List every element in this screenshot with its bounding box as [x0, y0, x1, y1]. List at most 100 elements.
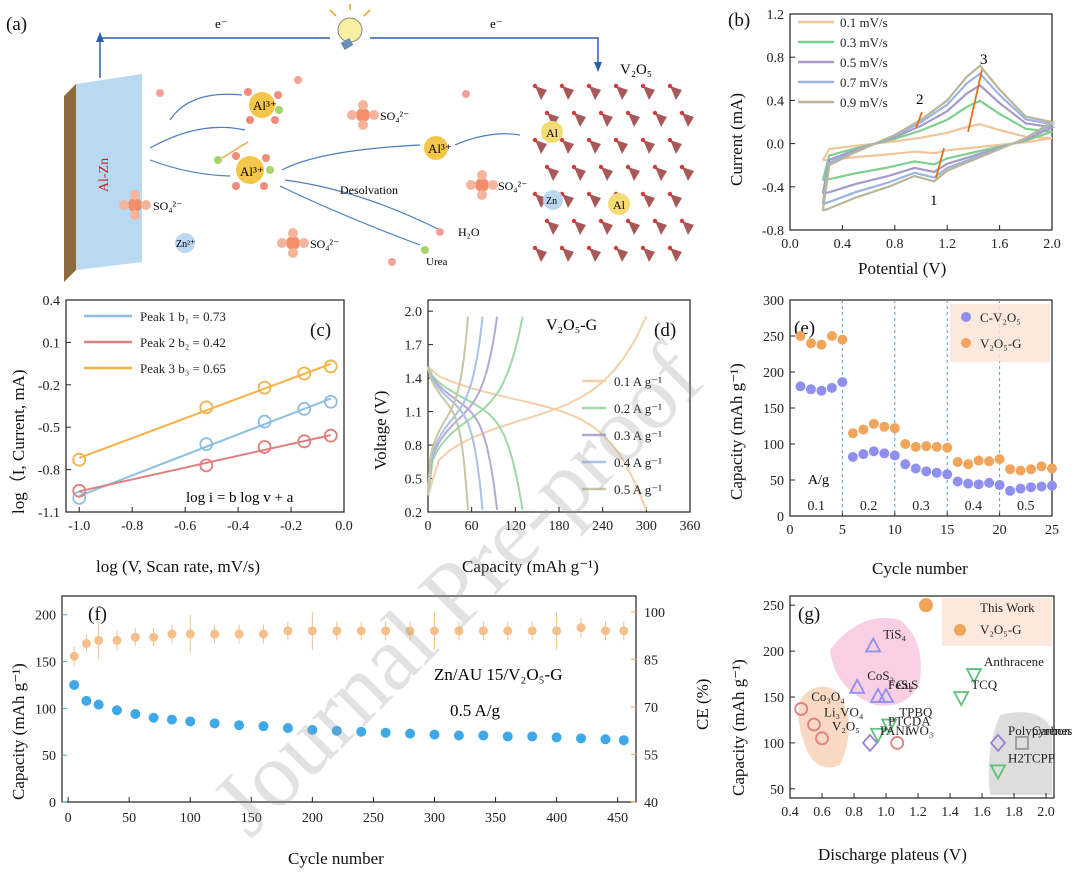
x-tick-label: 2.0 [1037, 805, 1055, 820]
sulfate-group-1 [119, 190, 151, 220]
oxygen-atom [544, 110, 550, 116]
ce-point [69, 651, 79, 661]
cv-curve-01 [821, 123, 1053, 162]
carbon-region [988, 712, 1052, 795]
data-point-peak-2 [323, 428, 338, 443]
rate-point-g [900, 439, 911, 449]
charge-curve-5 [427, 316, 469, 496]
panel-e-xlabel: Cycle number [872, 559, 968, 578]
oxygen-atom [559, 245, 565, 251]
oxygen-atom [679, 110, 685, 116]
y-tick-label: 0.4 [767, 94, 785, 109]
ce-point [149, 632, 159, 642]
panel-f-annotation-2: 0.5 A/g [450, 701, 501, 720]
al-ion-mid-label: Al³⁺ [240, 164, 264, 179]
ce-point [600, 626, 610, 636]
rate-point-c [795, 381, 806, 392]
capacity-point [81, 695, 92, 706]
point-oxide [807, 717, 821, 732]
x-tick-label: 150 [241, 811, 262, 826]
al-ion-free [424, 136, 448, 160]
y-right-tick-label: 40 [644, 796, 658, 811]
legend-label: 0.1 A g⁻¹ [614, 374, 662, 389]
panel-b-legend: 0.1 mV/s 0.3 mV/s 0.5 mV/s 0.7 mV/s 0.9 mV/s [798, 15, 888, 110]
oxide-region [798, 686, 849, 768]
sulfate-label-1: SO₄²⁻ [153, 199, 182, 213]
point-label: Anthracene [984, 654, 1044, 669]
legend-label: V₂O₅-G [980, 336, 1022, 351]
x-tick-label: 1.4 [941, 805, 959, 820]
x-tick-label: 0.0 [335, 519, 353, 534]
panel-c-plot [72, 359, 338, 505]
panel-b-label: (b) [728, 10, 750, 31]
legend-marker [961, 312, 971, 322]
peak-arrow-2 [915, 111, 923, 129]
ce-point [167, 629, 177, 639]
peak-label-3: 3 [980, 52, 988, 68]
x-tick-label: 50 [122, 811, 136, 826]
capacity-point [356, 726, 367, 737]
panel-d-label: (d) [654, 320, 676, 341]
capacity-point [551, 732, 562, 743]
rate-point-g [879, 421, 890, 432]
oxygen-atom [532, 83, 538, 89]
y-tick-label: 300 [763, 294, 784, 309]
data-point-peak-3 [297, 366, 312, 381]
x-tick-label: 400 [546, 811, 567, 826]
x-tick-label: 240 [592, 519, 613, 534]
capacity-point [234, 720, 245, 731]
y-right-tick-label: 100 [644, 606, 665, 621]
oxygen-atom [598, 218, 604, 224]
oxygen-atom [625, 110, 631, 116]
vo-polyhedron [643, 248, 655, 262]
electrode-body [76, 74, 142, 270]
data-point-peak-1 [72, 490, 87, 505]
rate-point-c [942, 469, 953, 480]
cv-curve-09 [821, 64, 1055, 212]
vo-polyhedron [535, 248, 547, 262]
panel-g-ylabel: Capacity (mAh g⁻¹) [729, 659, 748, 796]
arrow-path-3 [149, 159, 231, 177]
y-tick-label: 50 [770, 783, 784, 798]
y-tick-label: -0.5 [38, 421, 60, 436]
x-tick-label: -0.6 [174, 519, 196, 534]
rate-point-g [1036, 461, 1047, 472]
point-sulfide [877, 687, 895, 703]
capacity-point [331, 725, 342, 736]
charge-curve-3 [427, 316, 499, 496]
data-point-peak-2 [199, 458, 214, 473]
rate-point-g [826, 331, 837, 341]
al-ion-cluster-top [244, 88, 283, 124]
bulb-icon [329, 4, 371, 50]
panel-g-ticks: 0.4 0.6 0.8 1.0 1.2 1.4 1.6 1.8 2.0 50 100 150 200 25… [763, 599, 1055, 820]
point-label: V₂O₅ [832, 718, 860, 733]
legend-label: 0.4 A g⁻¹ [614, 455, 662, 470]
x-tick-label: 0.8 [845, 805, 863, 820]
data-point-peak-1 [199, 437, 214, 452]
peak-label-1: 1 [930, 193, 938, 209]
panel-f-ticks: 0 50 100 150 200 250 300 350 400 450 0 50 100 150 200 4… [35, 606, 665, 826]
vo-polyhedron [628, 221, 640, 235]
peak-arrow-3 [967, 69, 983, 133]
ce-point [503, 626, 513, 636]
water-molecule-1 [156, 89, 164, 97]
x-tick-label: 0 [787, 523, 794, 538]
x-tick-label: 1.2 [909, 805, 927, 820]
vo-polyhedron [670, 194, 682, 208]
vo-polyhedron [574, 167, 586, 181]
vo-polyhedron [574, 221, 586, 235]
data-point-peak-1 [297, 401, 312, 416]
y-right-tick-label: 55 [644, 748, 658, 763]
vo-polyhedron [601, 221, 613, 235]
capacity-point [166, 714, 177, 725]
rate-label: 0.4 [965, 499, 983, 514]
water-molecule-5 [436, 228, 444, 236]
legend-label: 0.5 mV/s [840, 55, 888, 70]
capacity-point [527, 731, 538, 742]
capacity-point [130, 708, 141, 719]
oxygen-atom [532, 191, 538, 197]
capacity-point [69, 679, 80, 690]
y-tick-label: 0.5 [405, 473, 423, 488]
x-tick-label: 60 [465, 519, 479, 534]
